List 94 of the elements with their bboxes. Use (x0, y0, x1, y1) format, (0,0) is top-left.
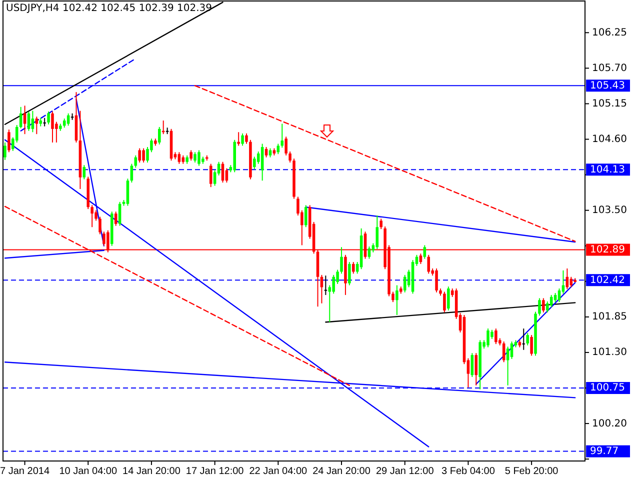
y-tick-label: 106.25 (592, 27, 627, 38)
candlestick (102, 231, 106, 246)
candlestick (23, 105, 26, 135)
candlestick (198, 150, 200, 166)
ref-line-label: 100.75 (590, 382, 625, 394)
candlestick (82, 164, 86, 180)
candlestick (510, 340, 514, 360)
candlestick (368, 246, 371, 260)
x-tick-label: 14 Jan 20:00 (122, 466, 181, 477)
y-tick-label: 105.70 (592, 62, 627, 74)
candlestick (98, 216, 102, 235)
candlestick (209, 163, 212, 188)
candlestick (31, 110, 34, 133)
candlestick (260, 143, 264, 182)
x-tick-label: 22 Jan 04:00 (249, 466, 308, 477)
candlestick (494, 328, 498, 345)
candlestick (280, 123, 284, 148)
candlestick (332, 274, 335, 294)
candlestick (264, 146, 268, 158)
candlestick (94, 210, 98, 222)
y-tick-label: 103.50 (592, 205, 627, 216)
candlestick (47, 110, 50, 125)
x-tick-label: 3 Feb 04:00 (442, 466, 496, 477)
x-tick-label: 29 Jan 12:00 (376, 466, 434, 477)
y-tick-label: 100.20 (592, 418, 627, 430)
candlestick (245, 132, 248, 144)
candlestick (550, 294, 553, 308)
candlestick (570, 276, 573, 288)
candlestick (268, 148, 272, 158)
candlestick (276, 143, 280, 155)
candlestick (304, 204, 308, 228)
candlestick (134, 154, 138, 168)
ref-line-label: 104.13 (590, 164, 625, 176)
candlestick (19, 106, 22, 129)
candlestick (542, 298, 545, 313)
candlestick (90, 204, 94, 228)
candlestick (443, 291, 446, 313)
candlestick (474, 352, 478, 386)
x-tick-label: 24 Jan 20:00 (312, 466, 371, 477)
candlestick (340, 246, 343, 274)
candlestick (27, 110, 30, 132)
candlestick (126, 178, 130, 206)
candlestick (530, 334, 533, 356)
candlestick (241, 132, 244, 146)
candlestick (324, 275, 328, 296)
candlestick (130, 163, 134, 184)
chart-title: USDJPY,H4 102.42 102.45 102.39 102.39 (6, 3, 212, 14)
candlestick (403, 274, 406, 293)
y-tick-label: 101.85 (592, 312, 627, 323)
candlestick (118, 201, 122, 226)
candlestick (470, 352, 474, 378)
candlestick (435, 268, 438, 293)
candlestick (447, 286, 450, 311)
candlestick (546, 300, 549, 313)
candlestick (253, 156, 256, 170)
candlestick (380, 218, 382, 230)
ref-line-label: 99.77 (590, 446, 619, 458)
ref-line-label: 105.43 (590, 80, 625, 92)
candlestick (114, 211, 118, 226)
candlestick (4, 142, 6, 160)
candlestick (138, 148, 141, 164)
candlestick (423, 244, 426, 260)
x-tick-label: 17 Jan 12:00 (186, 466, 244, 477)
x-tick-label: 10 Jan 04:00 (59, 466, 118, 477)
candlestick (538, 298, 541, 316)
candlestick (427, 254, 430, 274)
y-tick-label: 104.60 (592, 134, 627, 145)
candlestick (194, 152, 196, 164)
candlestick (486, 328, 490, 348)
candlestick (284, 136, 288, 156)
candlestick (419, 253, 422, 264)
candlestick (352, 262, 355, 274)
candlestick (142, 148, 145, 164)
candlestick (348, 262, 351, 286)
candlestick (8, 129, 10, 153)
y-tick-label: 101.30 (592, 347, 627, 358)
candlestick (376, 214, 379, 250)
candlestick (158, 126, 161, 145)
ref-line-label: 102.42 (590, 274, 625, 286)
candlestick (62, 118, 66, 128)
candlestick (35, 116, 38, 135)
x-tick-label: 5 Feb 20:00 (504, 466, 559, 477)
candlestick (51, 110, 54, 143)
x-tick-label: 7 Jan 2014 (0, 466, 50, 477)
candlestick (288, 151, 292, 164)
candlestick (190, 150, 192, 162)
y-tick-label: 105.15 (592, 98, 627, 110)
candlestick (237, 132, 240, 146)
ref-line-label: 102.89 (590, 244, 625, 256)
candlestick (66, 112, 70, 126)
candlestick (396, 284, 398, 316)
candlestick (526, 332, 529, 346)
candlestick (522, 328, 526, 350)
candlestick (178, 152, 181, 164)
